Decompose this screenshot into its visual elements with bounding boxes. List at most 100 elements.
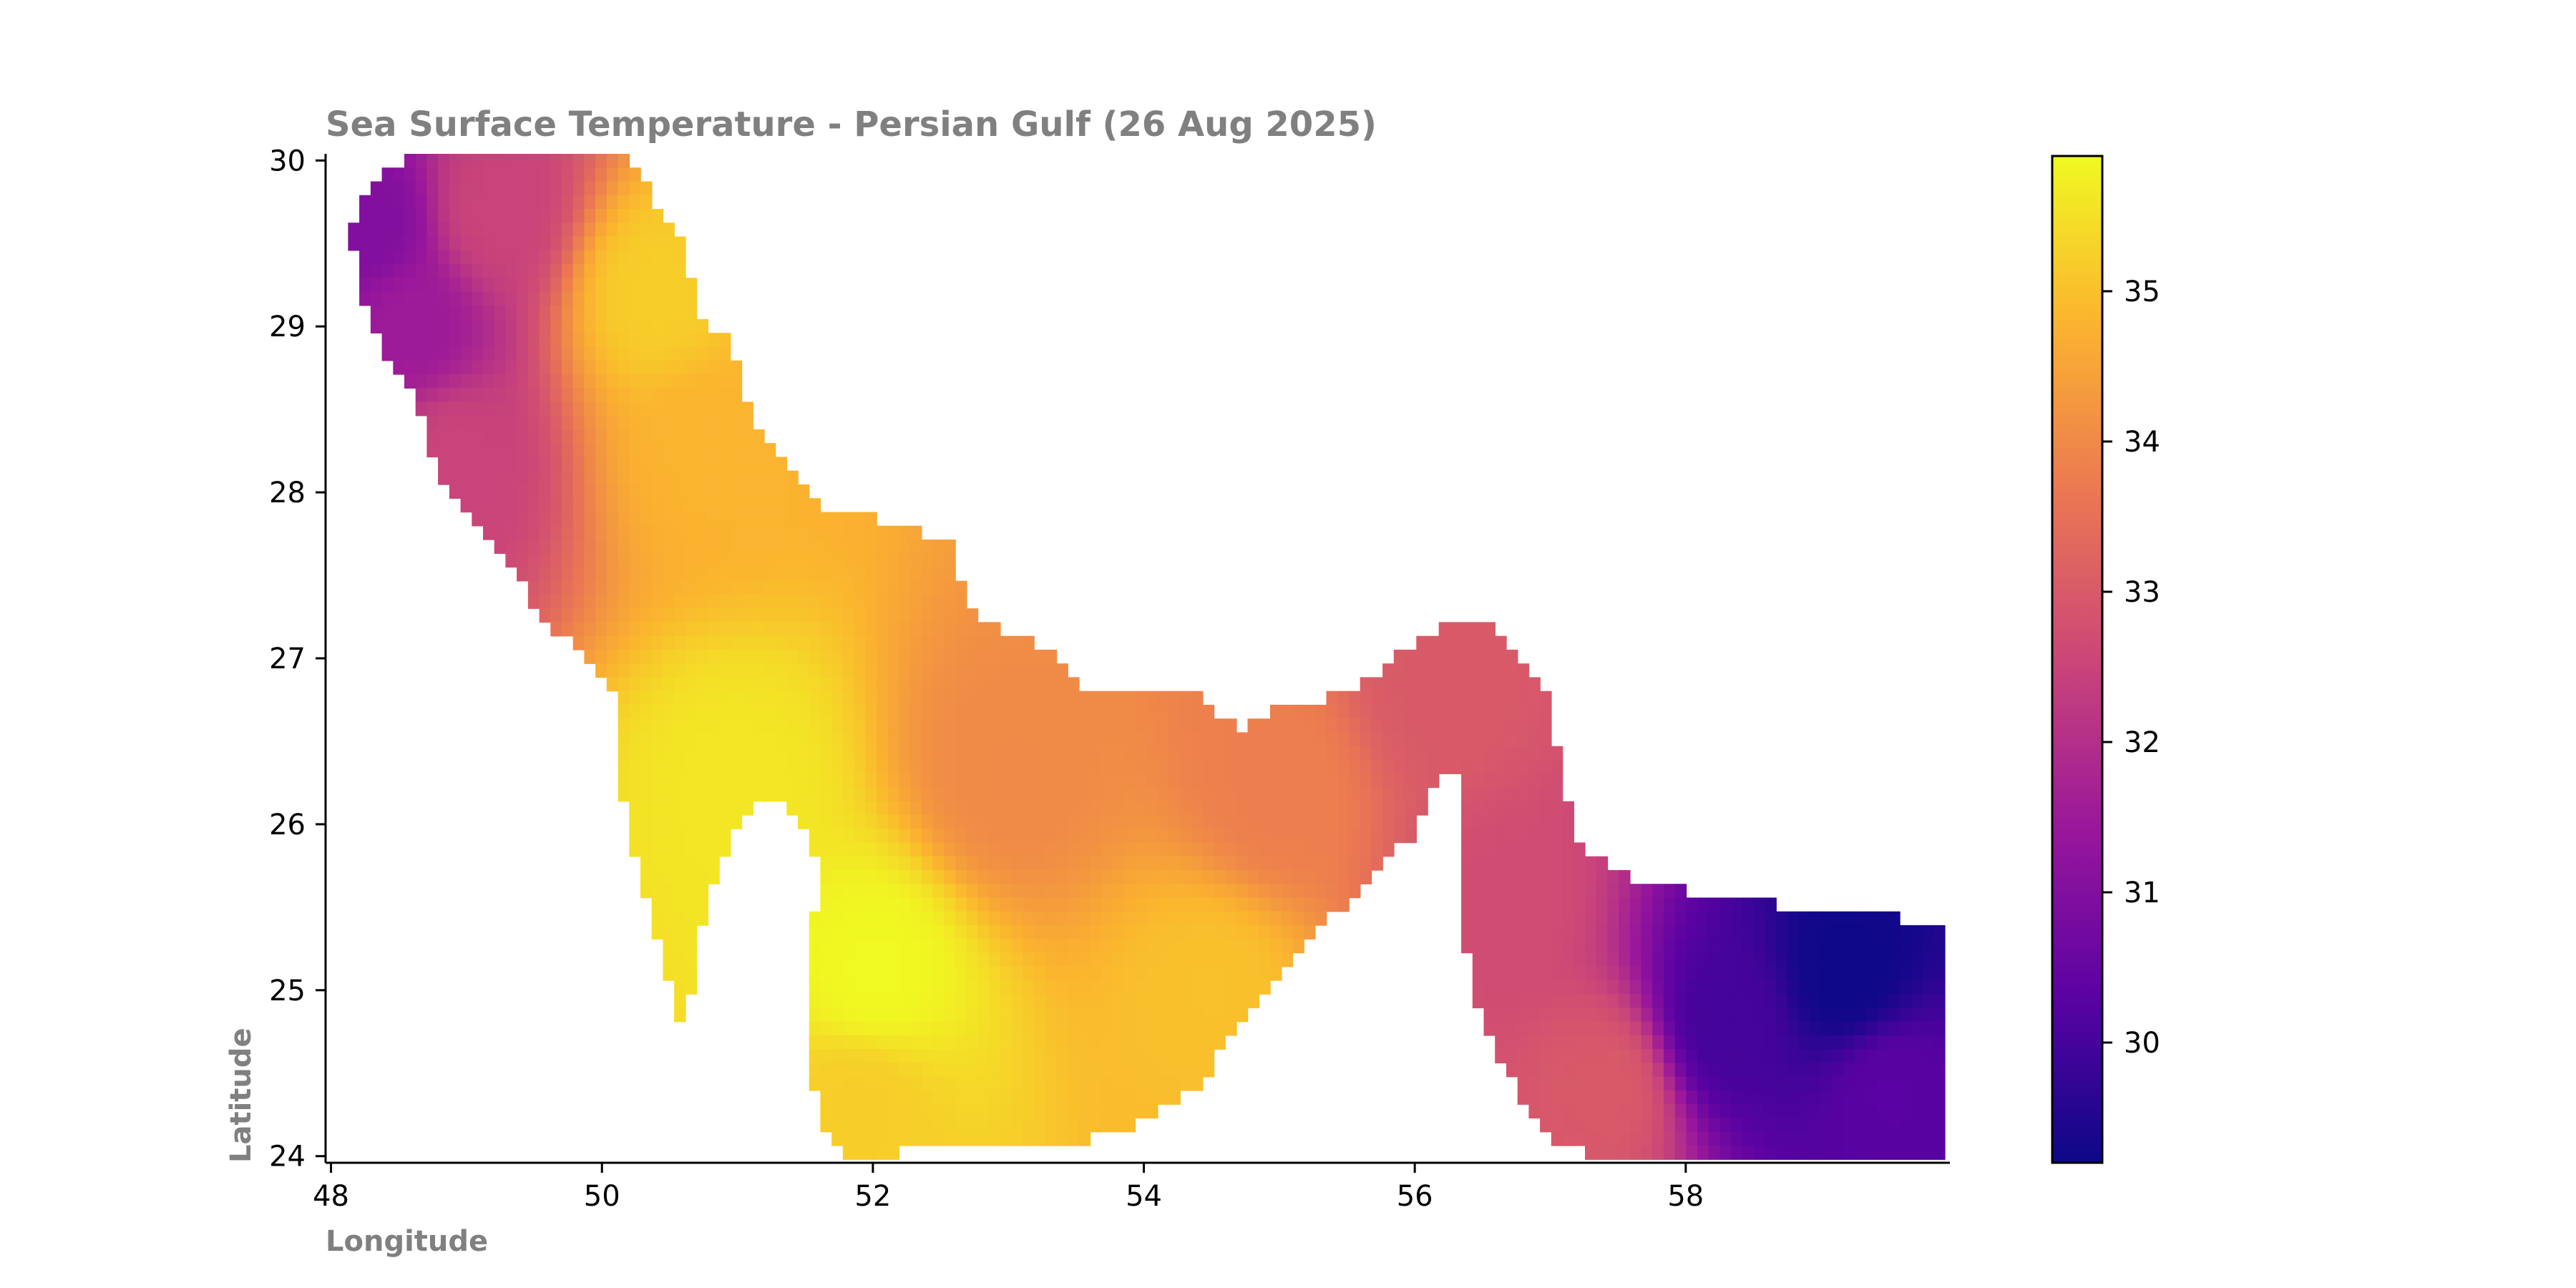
heatmap-cell bbox=[1202, 897, 1215, 912]
heatmap-cell bbox=[944, 718, 956, 733]
heatmap-cell bbox=[1843, 1035, 1855, 1050]
heatmap-cell bbox=[1000, 1021, 1013, 1036]
heatmap-cell bbox=[415, 278, 428, 293]
heatmap-cell bbox=[651, 457, 664, 472]
heatmap-cell bbox=[1146, 1035, 1158, 1050]
heatmap-cell bbox=[820, 1063, 832, 1078]
heatmap-cell bbox=[651, 360, 664, 375]
heatmap-cell bbox=[1753, 1035, 1766, 1050]
heatmap-cell bbox=[708, 608, 720, 623]
heatmap-cell bbox=[640, 429, 653, 444]
heatmap-cell bbox=[921, 580, 934, 595]
heatmap-cell bbox=[1619, 911, 1631, 926]
heatmap-cell bbox=[887, 994, 900, 1009]
heatmap-cell bbox=[809, 567, 821, 582]
heatmap-cell bbox=[1314, 842, 1327, 857]
heatmap-cell bbox=[1765, 1008, 1777, 1023]
heatmap-cell bbox=[1787, 1118, 1800, 1133]
heatmap-cell bbox=[899, 540, 911, 554]
heatmap-cell bbox=[1843, 980, 1855, 995]
heatmap-cell bbox=[1034, 1008, 1046, 1023]
heatmap-cell bbox=[1855, 994, 1867, 1009]
heatmap-cell bbox=[517, 470, 529, 485]
heatmap-cell bbox=[854, 567, 867, 582]
heatmap-cell bbox=[1337, 759, 1350, 774]
heatmap-cell bbox=[753, 759, 765, 774]
heatmap-cell bbox=[438, 264, 450, 278]
heatmap-cell bbox=[1236, 842, 1249, 857]
heatmap-cell bbox=[1068, 856, 1080, 871]
heatmap-cell bbox=[820, 594, 832, 609]
heatmap-cell bbox=[1090, 1118, 1102, 1133]
heatmap-cell bbox=[1000, 704, 1013, 719]
heatmap-cell bbox=[966, 759, 979, 774]
heatmap-cell bbox=[1742, 1090, 1755, 1105]
heatmap-cell bbox=[820, 801, 832, 816]
heatmap-cell bbox=[719, 470, 731, 485]
heatmap-cell bbox=[550, 401, 562, 416]
heatmap-cell bbox=[1393, 759, 1406, 774]
heatmap-cell bbox=[572, 209, 585, 223]
heatmap-cell bbox=[685, 525, 698, 540]
heatmap-cell bbox=[1393, 746, 1406, 761]
heatmap-cell bbox=[989, 829, 1001, 844]
heatmap-cell bbox=[1123, 1021, 1136, 1036]
heatmap-cell bbox=[651, 291, 664, 306]
heatmap-cell bbox=[1023, 1021, 1035, 1036]
heatmap-cell bbox=[921, 759, 934, 774]
heatmap-cell bbox=[1169, 897, 1181, 912]
heatmap-cell bbox=[831, 691, 844, 706]
heatmap-cell bbox=[1461, 691, 1473, 706]
heatmap-cell bbox=[562, 594, 574, 609]
heatmap-cell bbox=[1483, 1021, 1496, 1036]
heatmap-cell bbox=[685, 580, 698, 595]
heatmap-cell bbox=[932, 884, 945, 899]
heatmap-cell bbox=[1540, 1035, 1552, 1050]
heatmap-cell bbox=[887, 622, 900, 637]
heatmap-cell bbox=[1326, 842, 1338, 857]
heatmap-cell bbox=[472, 429, 484, 444]
heatmap-cell bbox=[1787, 952, 1800, 967]
heatmap-cell bbox=[1832, 1145, 1845, 1160]
heatmap-cell bbox=[460, 360, 473, 375]
heatmap-cell bbox=[685, 732, 698, 747]
heatmap-cell bbox=[1562, 1104, 1574, 1119]
heatmap-cell bbox=[370, 181, 383, 196]
heatmap-cell bbox=[1911, 994, 1923, 1009]
heatmap-cell bbox=[1292, 814, 1304, 829]
heatmap-cell bbox=[887, 842, 900, 857]
heatmap-cell bbox=[1191, 704, 1204, 719]
heatmap-cell bbox=[1821, 911, 1833, 926]
heatmap-cell bbox=[1731, 1145, 1743, 1160]
heatmap-cell bbox=[1090, 897, 1102, 912]
heatmap-cell bbox=[1428, 774, 1440, 789]
heatmap-cell bbox=[899, 525, 911, 540]
heatmap-cell bbox=[640, 291, 653, 306]
heatmap-cell bbox=[415, 223, 428, 238]
heatmap-cell bbox=[1314, 746, 1327, 761]
heatmap-cell bbox=[595, 553, 608, 568]
heatmap-cell bbox=[539, 223, 552, 238]
heatmap-cell bbox=[1191, 856, 1204, 871]
heatmap-cell bbox=[584, 484, 596, 499]
heatmap-cell bbox=[932, 553, 945, 568]
heatmap-cell bbox=[550, 195, 562, 210]
heatmap-cell bbox=[550, 512, 562, 527]
heatmap-cell bbox=[618, 594, 630, 609]
heatmap-cell bbox=[539, 264, 552, 278]
heatmap-cell bbox=[921, 567, 934, 582]
heatmap-cell bbox=[1708, 1049, 1721, 1064]
heatmap-cell bbox=[1697, 1104, 1709, 1119]
heatmap-cell bbox=[539, 401, 552, 416]
heatmap-cell bbox=[674, 663, 686, 678]
heatmap-cell bbox=[1540, 952, 1552, 967]
heatmap-cell bbox=[1686, 980, 1698, 995]
heatmap-cell bbox=[1664, 1145, 1676, 1160]
heatmap-cell bbox=[1821, 980, 1833, 995]
heatmap-cell bbox=[730, 774, 743, 789]
heatmap-cell bbox=[955, 663, 967, 678]
heatmap-cell bbox=[1776, 924, 1788, 940]
heatmap-cell bbox=[1393, 801, 1406, 816]
heatmap-cell bbox=[449, 374, 462, 389]
heatmap-cell bbox=[753, 512, 765, 527]
